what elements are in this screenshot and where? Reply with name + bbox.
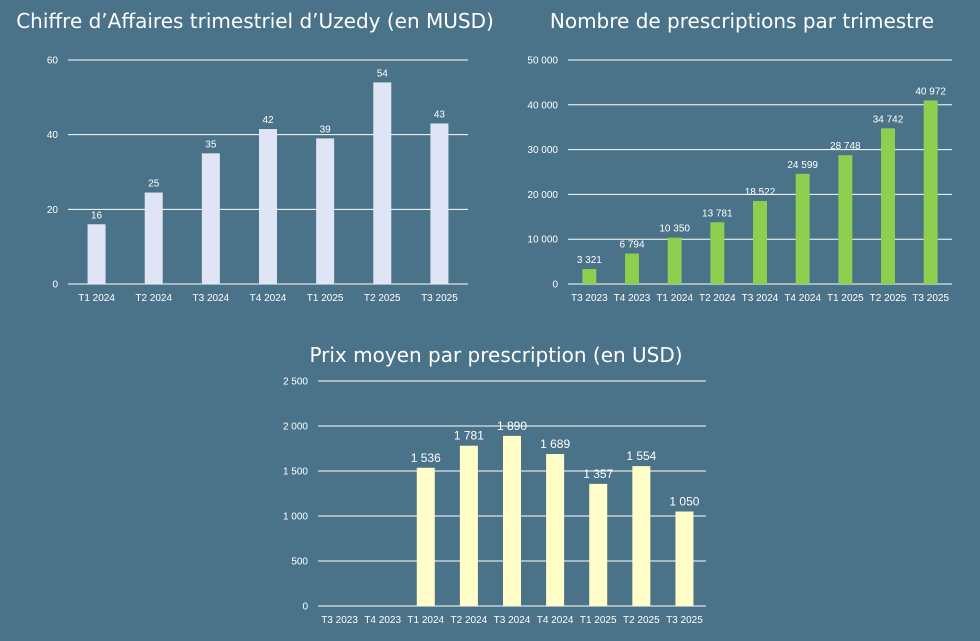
data-label: 34 742 xyxy=(873,114,904,125)
chart-3: Prix moyen par prescription (en USD) 0 500… xyxy=(283,343,706,626)
y-tick-label: 40 xyxy=(47,130,59,141)
y-tick-label: 1 000 xyxy=(283,512,308,523)
y-tick-label: 0 xyxy=(302,602,308,613)
x-tick-label: T1 2025 xyxy=(827,293,864,304)
x-tick-label: T2 2024 xyxy=(699,293,736,304)
y-tick-label: 50 000 xyxy=(527,56,558,67)
data-label: 1 357 xyxy=(583,467,613,481)
x-tick-label: T2 2025 xyxy=(623,615,660,626)
x-tick-label: T3 2025 xyxy=(421,293,458,304)
bar xyxy=(430,123,449,284)
bar xyxy=(667,237,682,284)
chart-title: Chiffre d’Affaires trimestriel d’Uzedy (… xyxy=(16,9,494,33)
data-label: 43 xyxy=(434,109,446,120)
x-tick-label: T4 2024 xyxy=(250,293,287,304)
bar xyxy=(838,155,853,284)
x-tick-label: T3 2025 xyxy=(666,615,703,626)
x-tick-label: T2 2024 xyxy=(451,615,488,626)
bar xyxy=(881,128,895,284)
y-tick-label: 2 000 xyxy=(283,422,308,433)
x-tick-label: T3 2023 xyxy=(571,293,608,304)
bar xyxy=(675,511,694,606)
y-tick-label: 0 xyxy=(52,280,58,291)
x-tick-label: T4 2024 xyxy=(537,615,574,626)
data-label: 1 689 xyxy=(540,437,570,451)
y-tick-label: 30 000 xyxy=(527,145,558,156)
bar xyxy=(259,129,277,284)
x-tick-label: T2 2025 xyxy=(870,293,907,304)
data-label: 1 536 xyxy=(411,451,441,465)
bar xyxy=(87,224,106,284)
data-label: 1 890 xyxy=(497,419,527,433)
x-tick-label: T3 2024 xyxy=(494,615,531,626)
bar xyxy=(632,466,651,606)
y-tick-label: 500 xyxy=(291,557,308,568)
bar xyxy=(923,100,938,285)
data-label: 25 xyxy=(148,179,160,190)
x-tick-label: T1 2024 xyxy=(78,293,115,304)
data-label: 39 xyxy=(320,124,332,135)
data-label: 16 xyxy=(91,210,103,221)
bar xyxy=(710,222,725,284)
data-label: 42 xyxy=(262,115,274,126)
x-tick-label: T2 2024 xyxy=(135,293,172,304)
y-tick-label: 2 500 xyxy=(283,377,308,388)
data-label: 40 972 xyxy=(915,86,946,97)
bar xyxy=(503,435,521,606)
bar xyxy=(546,453,565,606)
chart-1: Chiffre d’Affaires trimestriel d’Uzedy (… xyxy=(16,9,494,304)
x-tick-label: T1 2024 xyxy=(407,615,444,626)
chart-title: Nombre de prescriptions par trimestre xyxy=(550,9,934,33)
bar xyxy=(316,138,335,284)
data-label: 18 522 xyxy=(745,187,776,198)
data-label: 24 599 xyxy=(787,160,818,171)
data-label: 13 781 xyxy=(702,208,733,219)
data-label: 1 554 xyxy=(626,449,656,463)
bar xyxy=(373,82,392,285)
bar xyxy=(753,201,767,284)
x-tick-label: T3 2025 xyxy=(912,293,949,304)
bar xyxy=(144,192,163,284)
data-label: 6 794 xyxy=(619,240,644,251)
chart-2: Nombre de prescriptions par trimestre 0 10… xyxy=(527,9,952,304)
x-tick-label: T3 2024 xyxy=(742,293,779,304)
y-tick-label: 20 xyxy=(47,205,59,216)
bar xyxy=(795,173,810,284)
data-label: 1 781 xyxy=(454,429,484,443)
y-tick-label: 60 xyxy=(47,56,59,67)
x-tick-label: T4 2023 xyxy=(614,293,651,304)
x-tick-label: T1 2025 xyxy=(580,615,617,626)
bar xyxy=(459,445,478,606)
bar xyxy=(625,253,639,284)
x-tick-label: T4 2023 xyxy=(364,615,401,626)
data-label: 3 321 xyxy=(577,255,602,266)
y-tick-label: 40 000 xyxy=(527,100,558,111)
data-label: 54 xyxy=(377,68,389,79)
y-tick-label: 1 500 xyxy=(283,467,308,478)
x-tick-label: T3 2024 xyxy=(193,293,230,304)
x-tick-label: T2 2025 xyxy=(364,293,401,304)
data-label: 10 350 xyxy=(659,224,690,235)
bar xyxy=(201,153,220,284)
x-tick-label: T3 2023 xyxy=(321,615,358,626)
data-label: 1 050 xyxy=(669,495,699,509)
bar xyxy=(582,269,597,284)
y-tick-label: 0 xyxy=(552,280,558,291)
chart-title: Prix moyen par prescription (en USD) xyxy=(309,343,682,367)
y-tick-label: 20 000 xyxy=(527,190,558,201)
data-label: 28 748 xyxy=(830,141,861,152)
data-label: 35 xyxy=(205,139,217,150)
y-tick-label: 10 000 xyxy=(527,235,558,246)
x-tick-label: T1 2025 xyxy=(307,293,344,304)
bar xyxy=(589,483,608,606)
x-tick-label: T1 2024 xyxy=(656,293,693,304)
x-tick-label: T4 2024 xyxy=(784,293,821,304)
bar xyxy=(416,467,435,606)
